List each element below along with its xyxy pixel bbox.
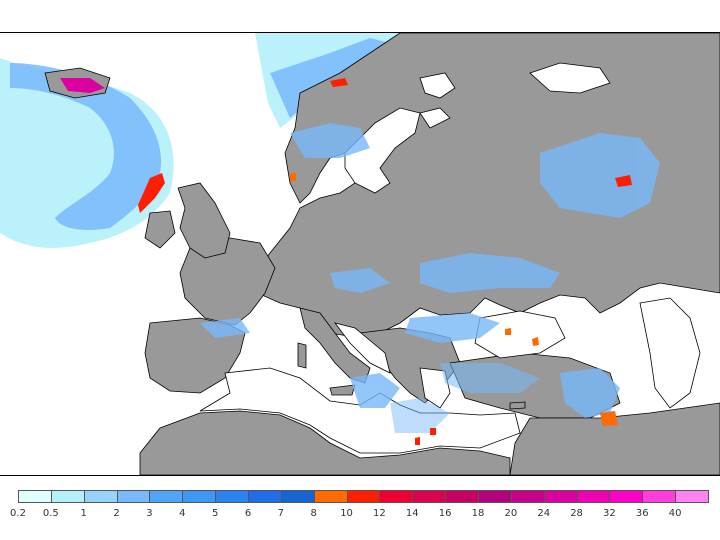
legend-swatch [478,490,512,503]
legend-swatch [642,490,677,503]
legend-label: 32 [603,508,616,519]
legend-label: 36 [635,508,649,519]
legend-swatch [182,490,217,503]
legend-label: 1 [80,508,87,519]
legend-label: 8 [310,508,317,519]
legend-swatch [510,490,545,503]
legend-label: 0.5 [42,508,59,519]
legend-swatch [543,490,578,503]
legend-label: 5 [211,508,219,519]
precip-land-layer [200,123,660,433]
inland-seas [199,62,701,454]
legend-swatch [215,490,249,503]
legend-swatch [379,490,414,503]
legend-label: 6 [244,508,252,519]
legend-label: 7 [277,508,285,519]
legend-swatch [149,490,184,503]
legend-label: 16 [438,508,452,519]
precipitation-legend [18,490,709,504]
legend-label: 3 [146,508,153,519]
legend-swatch [609,490,644,503]
legend-swatch [50,490,85,503]
map-canvas [0,33,720,475]
legend-label: 28 [570,508,583,519]
legend-label: 24 [537,508,551,519]
legend-label: 40 [668,508,682,519]
precip-heavy-layer [60,78,632,445]
legend-swatch [675,490,709,503]
legend-swatch [116,490,151,503]
legend-swatch [313,490,348,503]
legend-label: 4 [179,508,186,519]
legend-swatch [346,490,381,503]
legend-swatch [280,490,315,503]
legend-label: 14 [405,508,419,519]
legend-label: 12 [373,508,386,519]
legend-label: 0.2 [10,508,26,519]
legend-swatch [18,490,52,503]
precipitation-map [0,32,720,476]
legend-label: 2 [113,508,120,519]
legend-label: 18 [471,508,485,519]
legend-label: 10 [340,508,353,519]
legend-label: 20 [504,508,518,519]
legend-swatch [576,490,611,503]
legend-swatch [248,490,282,503]
legend-swatch [83,490,118,503]
legend-swatch [445,490,479,503]
legend-swatch [412,490,447,503]
